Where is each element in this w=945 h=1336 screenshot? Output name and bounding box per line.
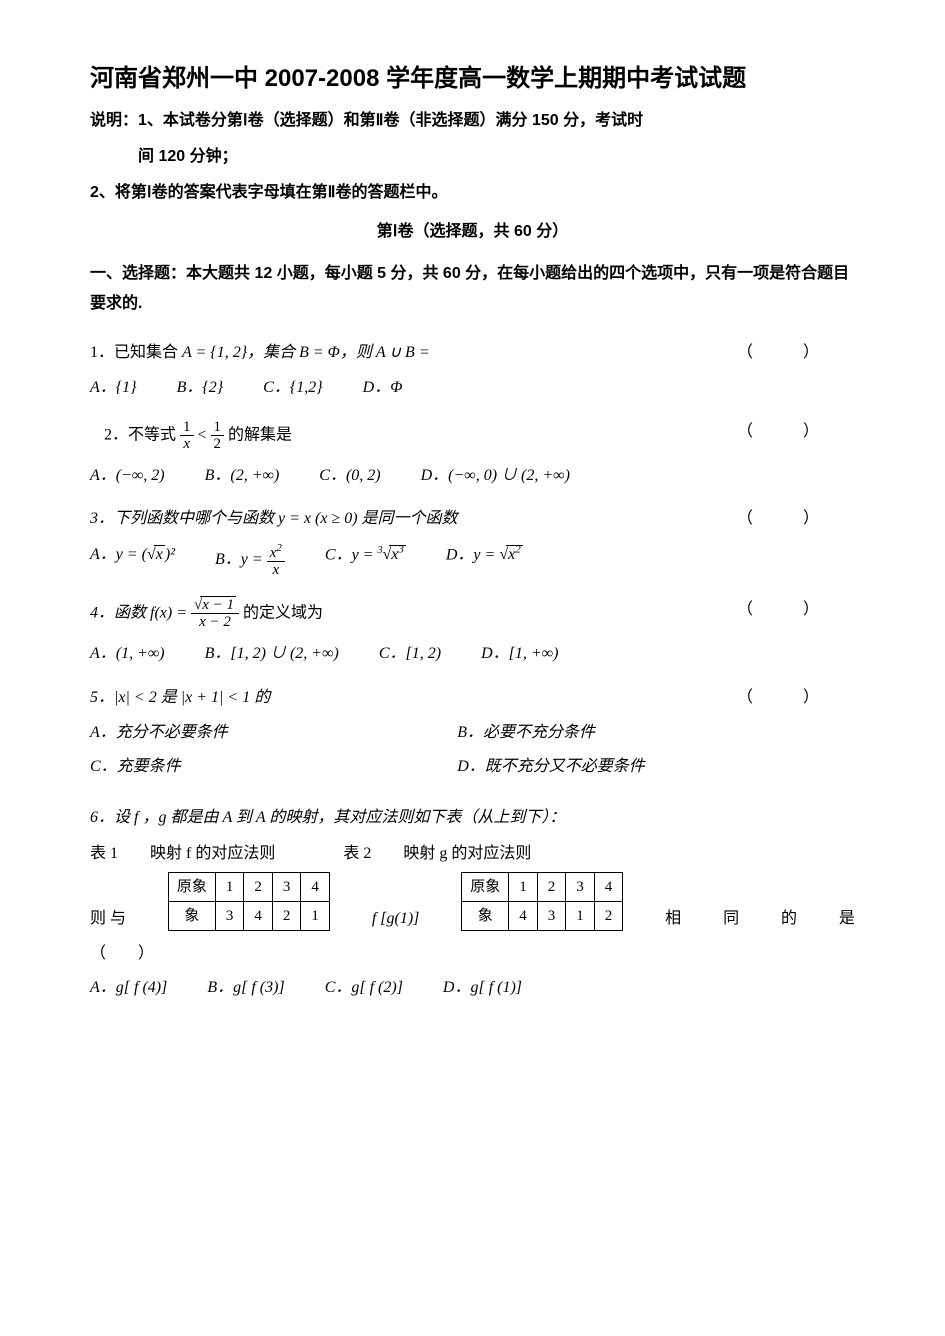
q1-opt-c: C．{1,2} xyxy=(263,375,322,401)
q5-opt-c: C．充要条件 xyxy=(90,754,457,780)
q6-opt-d: D．g[ f (1)] xyxy=(443,975,522,1001)
q1-opt-d: D．Φ xyxy=(363,375,403,401)
q4-opt-c: C．[1, 2) xyxy=(379,641,441,667)
q2-stem: 2．不等式 xyxy=(104,426,176,443)
q6-t2-img-2: 1 xyxy=(566,902,595,931)
q3-stem: 3．下列函数中哪个与函数 y = x (x ≥ 0) 是同一个函数 xyxy=(90,510,458,527)
q6-caption-1: 表 1 映射 f 的对应法则 xyxy=(90,845,275,862)
q6-t1-pre-2: 3 xyxy=(272,873,301,902)
q6-t1-hdr-img: 象 xyxy=(168,902,215,931)
q6-t1-pre-0: 1 xyxy=(215,873,244,902)
q5-opt-b: B．必要不充分条件 xyxy=(457,720,824,746)
q3-opt-c: C．y = 3x3 xyxy=(325,542,406,579)
q6-t2-pre-2: 3 xyxy=(566,873,595,902)
q6-t1-img-1: 4 xyxy=(244,902,273,931)
q6-blank: （ ） xyxy=(90,941,855,967)
q4-stem-post: 的定义域为 xyxy=(243,605,323,622)
q4-stem-pre: 4．函数 f(x) = xyxy=(90,605,191,622)
q2-opt-b: B．(2, +∞) xyxy=(205,463,280,489)
q4-opt-b: B．[1, 2) ∪ (2, +∞) xyxy=(205,641,339,667)
q6-t1-img-0: 3 xyxy=(215,902,244,931)
q1-blank: （ ） xyxy=(737,340,825,366)
q2-frac-1x: 1x xyxy=(180,419,194,453)
q4-opt-a: A．(1, +∞) xyxy=(90,641,165,667)
section1-header: 第Ⅰ卷（选择题，共 60 分） xyxy=(90,219,855,245)
question-5: 5．|x| < 2 是 |x + 1| < 1 的 （ ） A．充分不必要条件 … xyxy=(90,685,855,788)
q6-opt-a: A．g[ f (4)] xyxy=(90,975,167,1001)
q6-post-3: 的 xyxy=(781,906,797,932)
q1-opt-a: A．{1} xyxy=(90,375,137,401)
q3-blank: （ ） xyxy=(737,506,825,532)
q5-stem: 5．|x| < 2 是 |x + 1| < 1 的 xyxy=(90,689,270,706)
question-1: 1．已知集合 A = {1, 2}，集合 B = Φ，则 A ∪ B = （ ）… xyxy=(90,340,855,401)
instructions-line2: 2、将第Ⅰ卷的答案代表字母填在第Ⅱ卷的答题栏中。 xyxy=(90,180,855,206)
q6-t1-pre-1: 2 xyxy=(244,873,273,902)
q6-t1-hdr-pre: 原象 xyxy=(168,873,215,902)
q6-table-g: 原象 1 2 3 4 象 4 3 1 2 xyxy=(461,872,623,931)
q6-t1-img-3: 1 xyxy=(301,902,330,931)
q6-t2-pre-0: 1 xyxy=(509,873,538,902)
q3-opt-a: A．y = (x)² xyxy=(90,542,175,579)
q6-post-1: 相 xyxy=(665,906,681,932)
exam-title: 河南省郑州一中 2007-2008 学年度高一数学上期期中考试试题 xyxy=(90,60,855,98)
q6-t1-pre-3: 4 xyxy=(301,873,330,902)
q6-opt-b: B．g[ f (3)] xyxy=(207,975,284,1001)
q1-opt-b: B．{2} xyxy=(177,375,224,401)
q6-table-f: 原象 1 2 3 4 象 3 4 2 1 xyxy=(168,872,330,931)
q2-stem-tail: 的解集是 xyxy=(228,426,292,443)
q4-blank: （ ） xyxy=(737,597,825,623)
q6-t1-img-2: 2 xyxy=(272,902,301,931)
q3-opt-d: D．y = x2 xyxy=(446,542,523,579)
q6-then-pre: 则 与 xyxy=(90,906,126,932)
q2-blank: （ ） xyxy=(737,419,825,445)
q6-opt-c: C．g[ f (2)] xyxy=(325,975,403,1001)
question-6: 6．设 f ，g 都是由 A 到 A 的映射，其对应法则如下表（从上到下）： 表… xyxy=(90,805,855,1000)
q5-opt-a: A．充分不必要条件 xyxy=(90,720,457,746)
q1-stem-pre: 1．已知集合 xyxy=(90,344,182,361)
q4-frac: x − 1 x − 2 xyxy=(191,597,239,631)
q6-post-4: 是 xyxy=(839,906,855,932)
q2-opt-c: C．(0, 2) xyxy=(319,463,380,489)
instructions-line1: 说明：1、本试卷分第Ⅰ卷（选择题）和第Ⅱ卷（非选择题）满分 150 分，考试时 xyxy=(90,108,855,134)
question-3: 3．下列函数中哪个与函数 y = x (x ≥ 0) 是同一个函数 （ ） A．… xyxy=(90,506,855,579)
q4-opt-d: D．[1, +∞) xyxy=(481,641,558,667)
q2-opt-a: A．(−∞, 2) xyxy=(90,463,165,489)
q6-t2-img-3: 2 xyxy=(594,902,623,931)
q6-expr: f [g(1)] xyxy=(372,906,420,932)
q6-t2-img-0: 4 xyxy=(509,902,538,931)
section1-intro: 一、选择题：本大题共 12 小题，每小题 5 分，共 60 分，在每小题给出的四… xyxy=(90,259,855,320)
q6-stem: 6．设 f ，g 都是由 A 到 A 的映射，其对应法则如下表（从上到下）： xyxy=(90,805,855,831)
q6-t2-hdr-pre: 原象 xyxy=(462,873,509,902)
question-2: 2．不等式 1x < 12 的解集是 （ ） A．(−∞, 2) B．(2, +… xyxy=(90,419,855,489)
q1-stem-math: A = {1, 2}，集合 B = Φ，则 A ∪ B = xyxy=(182,344,430,361)
q5-opt-d: D．既不充分又不必要条件 xyxy=(457,754,824,780)
instructions: 说明：1、本试卷分第Ⅰ卷（选择题）和第Ⅱ卷（非选择题）满分 150 分，考试时 … xyxy=(90,108,855,205)
q5-blank: （ ） xyxy=(737,685,825,711)
q6-caption-2: 表 2 映射 g 的对应法则 xyxy=(343,845,531,862)
q6-t2-pre-1: 2 xyxy=(537,873,566,902)
q2-frac-12: 12 xyxy=(211,419,225,453)
q6-t2-pre-3: 4 xyxy=(594,873,623,902)
q6-post-2: 同 xyxy=(723,906,739,932)
q6-t2-hdr-img: 象 xyxy=(462,902,509,931)
instructions-line1b: 间 120 分钟； xyxy=(138,144,855,170)
q6-t2-img-1: 3 xyxy=(537,902,566,931)
question-4: 4．函数 f(x) = x − 1 x − 2 的定义域为 （ ） A．(1, … xyxy=(90,597,855,667)
q3-opt-b: B．y = x2x xyxy=(215,542,285,579)
q2-opt-d: D．(−∞, 0) ∪ (2, +∞) xyxy=(421,463,570,489)
